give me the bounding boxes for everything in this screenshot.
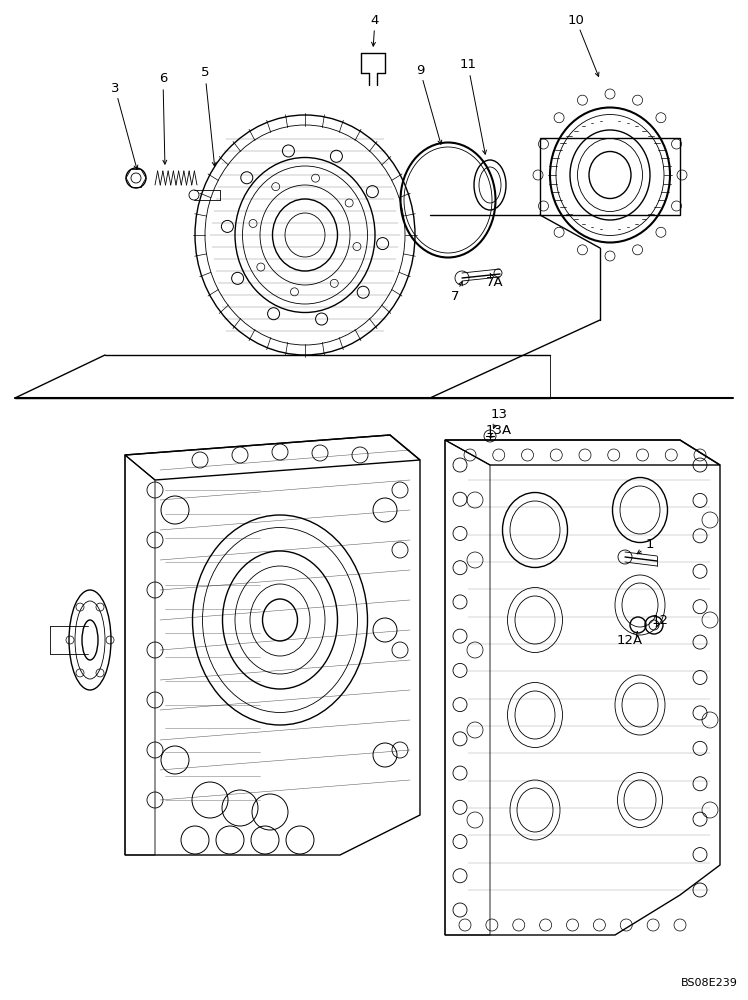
Text: 3: 3: [111, 82, 119, 95]
Text: 12: 12: [652, 613, 669, 626]
Text: 5: 5: [200, 66, 209, 80]
Text: 7: 7: [451, 290, 459, 302]
Text: 4: 4: [371, 13, 379, 26]
Text: 11: 11: [459, 58, 476, 72]
Text: 13: 13: [491, 408, 507, 422]
Text: 13A: 13A: [486, 424, 512, 436]
Text: 10: 10: [568, 13, 584, 26]
Text: BS08E239: BS08E239: [681, 978, 738, 988]
Text: 9: 9: [416, 64, 424, 77]
Text: 7A: 7A: [486, 276, 504, 290]
Text: 1: 1: [646, 538, 654, 552]
Text: 6: 6: [159, 73, 168, 86]
Text: 12A: 12A: [617, 634, 643, 647]
